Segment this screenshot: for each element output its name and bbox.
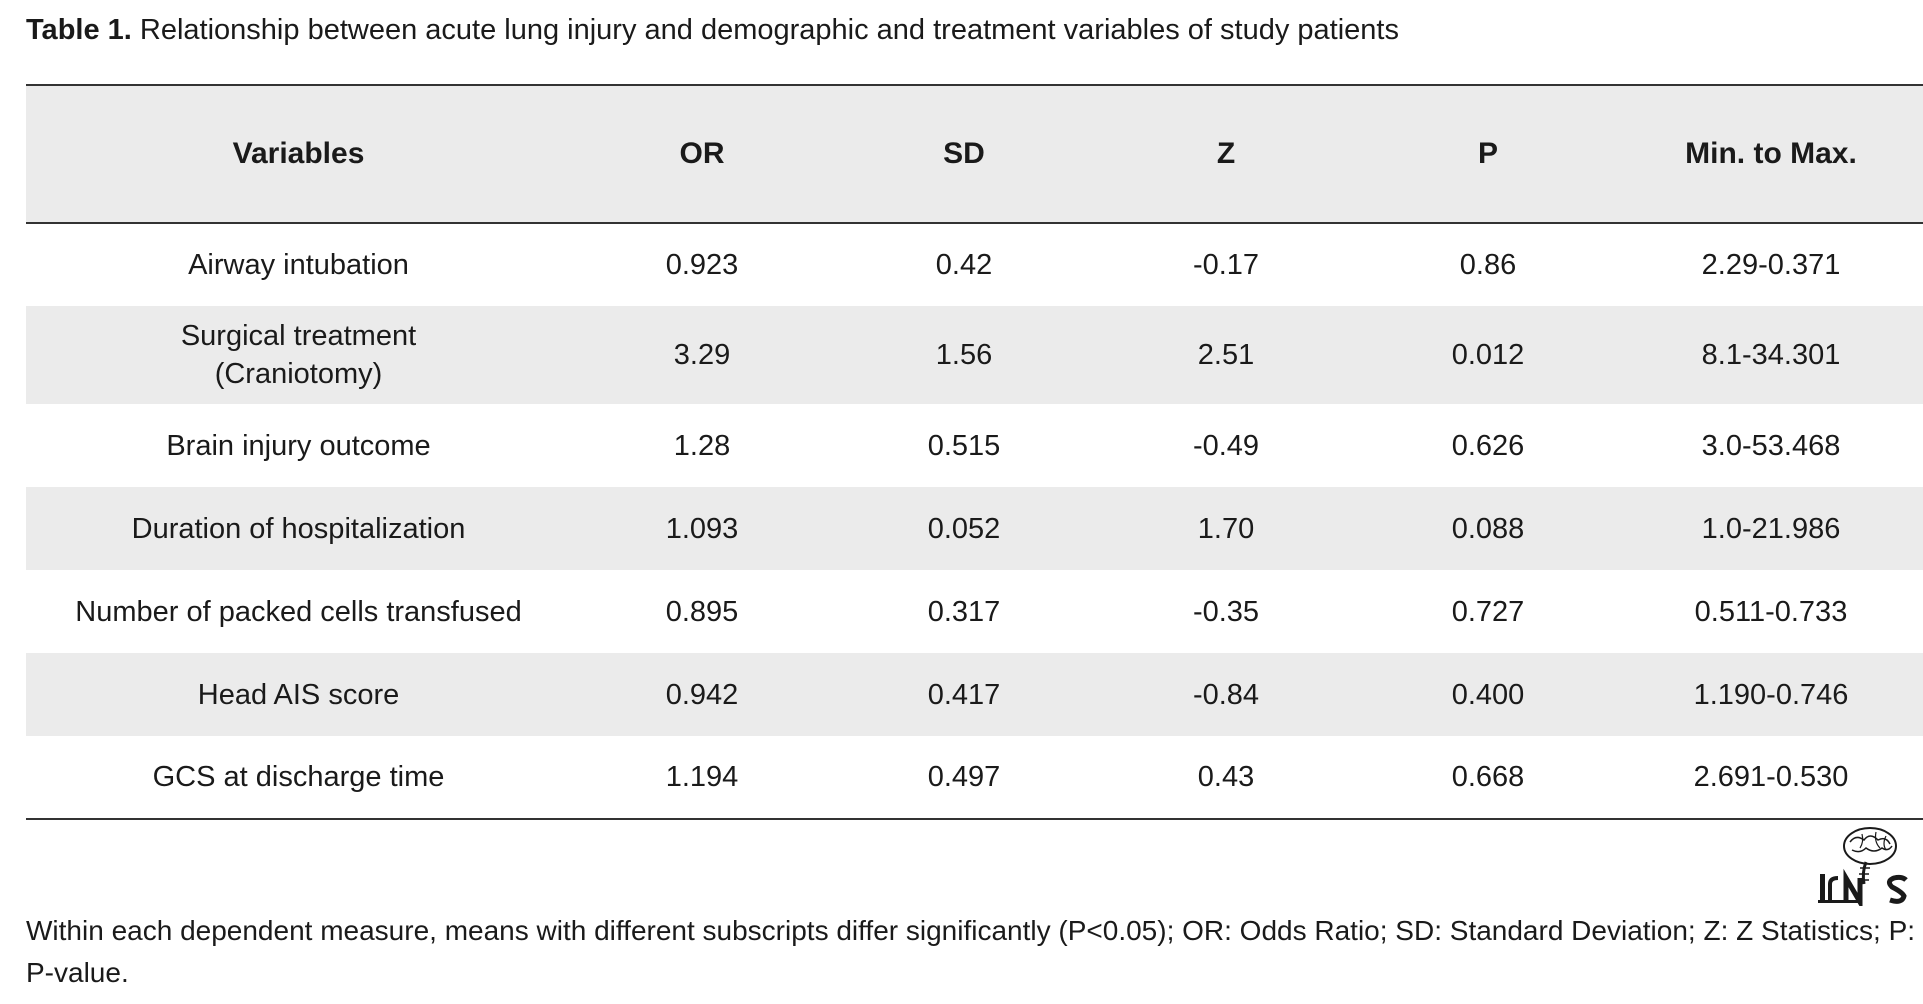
cell-or: 0.942: [665, 678, 739, 711]
cell-sd: 1.56: [935, 339, 993, 371]
cell-z: -0.17: [1192, 249, 1260, 281]
brain-logo-icon: [1816, 824, 1912, 912]
cell-sd: 0.497: [833, 736, 1095, 820]
cell-sd: 0.052: [927, 512, 1001, 545]
table-caption-label: Table 1.: [26, 14, 132, 46]
table-caption-text: Relationship between acute lung injury a…: [139, 14, 1399, 46]
cell-sd: 0.42: [935, 249, 993, 281]
header-sd: SD: [833, 84, 1095, 224]
cell-variable: Duration of hospitalization: [131, 512, 466, 545]
cell-or: 0.895: [665, 595, 739, 628]
cell-p: 0.86: [1459, 249, 1517, 281]
cell-min-max: 1.0-21.986: [1701, 512, 1841, 545]
cell-variable: Airway intubation: [188, 249, 409, 281]
table-row: Brain injury outcome 1.28 0.515 -0.49 0.…: [26, 404, 1923, 487]
header-variables: Variables: [26, 84, 571, 224]
cell-z: -0.49: [1192, 429, 1260, 462]
cell-min-max: 3.0-53.468: [1701, 429, 1841, 462]
header-or: OR: [571, 84, 833, 224]
cell-z: 0.43: [1095, 736, 1357, 820]
cell-min-max: 1.190-0.746: [1693, 678, 1849, 711]
cell-p: 0.088: [1451, 512, 1525, 545]
results-table: Variables OR SD Z P Min. to Max. Airway …: [26, 84, 1923, 820]
table-row: Number of packed cells transfused 0.895 …: [26, 570, 1923, 653]
table-footnote: Within each dependent measure, means wit…: [26, 915, 1916, 988]
cell-p: 0.626: [1451, 429, 1525, 462]
cell-min-max: 0.511-0.733: [1694, 595, 1848, 628]
cell-min-max: 2.691-0.530: [1619, 736, 1923, 820]
cell-or: 1.194: [571, 736, 833, 820]
table-row: Head AIS score 0.942 0.417 -0.84 0.400 1…: [26, 653, 1923, 736]
cell-z: -0.35: [1192, 595, 1260, 628]
cell-p: 0.012: [1451, 339, 1525, 371]
table-row: Surgical treatment (Craniotomy) 3.29 1.5…: [26, 306, 1923, 404]
table-row: Airway intubation 0.923 0.42 -0.17 0.86 …: [26, 223, 1923, 306]
cell-sd: 0.515: [927, 429, 1001, 462]
cell-or: 1.093: [665, 512, 739, 545]
cell-p: 0.400: [1451, 678, 1525, 711]
header-z: Z: [1095, 84, 1357, 224]
cell-or: 3.29: [673, 339, 731, 371]
header-p: P: [1357, 84, 1619, 224]
cell-z: -0.84: [1192, 678, 1260, 711]
cell-or: 0.923: [665, 249, 739, 281]
cell-z: 2.51: [1197, 339, 1255, 371]
cell-variable: Number of packed cells transfused: [75, 595, 522, 628]
cell-variable: Head AIS score: [197, 678, 400, 711]
cell-or: 1.28: [673, 429, 731, 462]
cell-variable: GCS at discharge time: [26, 736, 571, 820]
cell-min-max: 8.1-34.301: [1701, 339, 1841, 371]
cell-min-max: 2.29-0.371: [1701, 249, 1841, 281]
cell-variable: Surgical treatment (Craniotomy): [180, 320, 417, 390]
header-min-max: Min. to Max.: [1619, 84, 1923, 224]
cell-sd: 0.417: [927, 678, 1001, 711]
table-container: Variables OR SD Z P Min. to Max. Airway …: [26, 84, 1923, 820]
table-row: GCS at discharge time 1.194 0.497 0.43 0…: [26, 736, 1923, 820]
table-header-row: Variables OR SD Z P Min. to Max.: [26, 84, 1923, 224]
table-row: Duration of hospitalization 1.093 0.052 …: [26, 487, 1923, 570]
cell-z: 1.70: [1197, 512, 1255, 545]
cell-p: 0.727: [1451, 595, 1525, 628]
cell-sd: 0.317: [927, 595, 1001, 628]
cell-variable: Brain injury outcome: [166, 429, 431, 462]
cell-p: 0.668: [1357, 736, 1619, 820]
table-caption: Table 1. Relationship between acute lung…: [26, 10, 1399, 50]
